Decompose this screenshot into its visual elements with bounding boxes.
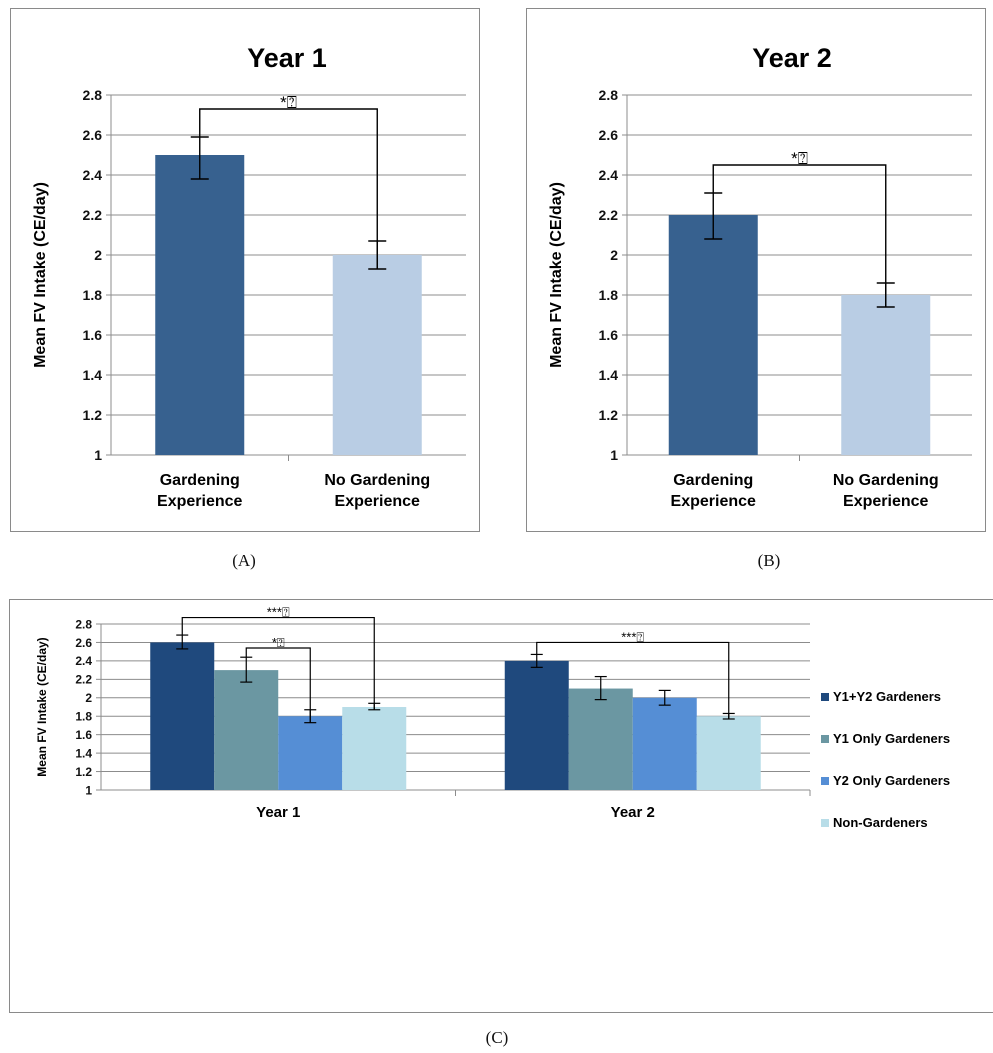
significance-label: *⍰ <box>272 635 285 650</box>
x-category-label: Gardening <box>673 472 753 489</box>
y-tick-label: 1.4 <box>83 367 103 383</box>
significance-label: *⍰ <box>791 149 808 168</box>
y-tick-label: 2.6 <box>75 636 92 650</box>
legend-label: Y2 Only Gardeners <box>833 773 950 788</box>
y-tick-label: 2.2 <box>75 673 92 687</box>
significance-label: ***⍰ <box>267 605 290 620</box>
y-tick-label: 1.8 <box>83 287 103 303</box>
y-tick-label: 2.4 <box>83 167 103 183</box>
legend-label: Y1+Y2 Gardeners <box>833 689 941 704</box>
chart-c-svg: 1 1.2 1.4 1.6 1.8 2 2.2 2.4 2.6 2.8 Mean FV Intake… <box>35 605 950 830</box>
x-category-label: Experience <box>157 493 242 510</box>
chart-title: Year 2 <box>752 43 832 73</box>
y-tick-label: 1.4 <box>75 746 92 760</box>
legend-swatch <box>821 777 829 785</box>
y-tick-label: 2 <box>610 247 618 263</box>
chart-panel-b: 1 1.2 1.4 1.6 1.8 2 2.2 2.4 2.6 2.8 Year 2 Mean FV … <box>526 8 986 532</box>
y-tick-label: 2.6 <box>599 127 619 143</box>
x-category-label: Experience <box>671 493 756 510</box>
caption-c: (C) <box>485 1028 509 1047</box>
y-tick-label: 1 <box>85 783 92 797</box>
y-tick-label: 1.6 <box>83 327 103 343</box>
x-category-label: No Gardening <box>833 472 939 489</box>
caption-b: (B) <box>757 551 781 570</box>
bar <box>632 697 697 790</box>
y-tick-label: 1 <box>610 447 618 463</box>
significance-bracket <box>712 164 887 307</box>
y-tick-label: 1.6 <box>599 327 619 343</box>
y-tick-label: 2.2 <box>599 207 619 223</box>
y-tick-label: 2.2 <box>83 207 103 223</box>
bar <box>332 255 422 455</box>
significance-label: ***⍰ <box>621 629 644 644</box>
legend-label: Non-Gardeners <box>833 815 928 830</box>
x-category-label: Experience <box>843 493 928 510</box>
y-tick-label: 2.4 <box>599 167 619 183</box>
y-tick-label: 1 <box>94 447 102 463</box>
bar <box>278 716 343 790</box>
caption-a: (A) <box>232 551 256 570</box>
significance-bracket <box>181 616 375 710</box>
bar <box>696 716 761 790</box>
chart-b-svg: 1 1.2 1.4 1.6 1.8 2 2.2 2.4 2.6 2.8 Year 2 Mean FV … <box>548 43 972 510</box>
x-category-label: Gardening <box>160 472 240 489</box>
bar <box>568 688 633 790</box>
legend-swatch <box>821 693 829 701</box>
significance-bracket <box>199 108 378 269</box>
significance-label: *⍰ <box>280 93 297 112</box>
y-tick-label: 2.8 <box>83 87 103 103</box>
bar <box>150 642 215 790</box>
y-tick-label: 1.8 <box>599 287 619 303</box>
y-tick-label: 2.6 <box>83 127 103 143</box>
y-tick-label: 2.8 <box>599 87 619 103</box>
bar <box>155 155 245 455</box>
y-tick-label: 2 <box>85 691 92 705</box>
y-tick-label: 1.8 <box>75 710 92 724</box>
y-tick-label: 1.2 <box>83 407 103 423</box>
y-tick-label: 1.6 <box>75 728 92 742</box>
legend-swatch <box>821 735 829 743</box>
bar <box>668 215 758 455</box>
chart-panel-c: 1 1.2 1.4 1.6 1.8 2 2.2 2.4 2.6 2.8 Mean FV Intake… <box>9 599 993 1013</box>
chart-title: Year 1 <box>247 43 327 73</box>
y-tick-label: 1.2 <box>599 407 619 423</box>
y-tick-label: 2.4 <box>75 654 92 668</box>
bar <box>504 660 569 790</box>
legend-label: Y1 Only Gardeners <box>833 731 950 746</box>
chart-a-svg: 1 1.2 1.4 1.6 1.8 2 2.2 2.4 2.6 2.8 Year 1 Mean FV … <box>32 43 466 510</box>
legend-swatch <box>821 819 829 827</box>
x-category-label: Experience <box>335 493 420 510</box>
y-tick-label: 2 <box>94 247 102 263</box>
bar <box>342 707 407 790</box>
y-axis-label: Mean FV Intake (CE/day) <box>32 182 49 368</box>
x-category-label: Year 1 <box>256 804 300 821</box>
x-category-label: No Gardening <box>324 472 430 489</box>
y-tick-label: 1.4 <box>599 367 619 383</box>
y-axis-label: Mean FV Intake (CE/day) <box>35 637 49 776</box>
significance-bracket <box>245 647 311 723</box>
x-category-label: Year 2 <box>611 804 655 821</box>
y-tick-label: 1.2 <box>75 765 92 779</box>
chart-panel-a: 1 1.2 1.4 1.6 1.8 2 2.2 2.4 2.6 2.8 Year 1 Mean FV … <box>10 8 480 532</box>
significance-bracket <box>536 641 730 719</box>
bar <box>214 670 279 790</box>
y-tick-label: 2.8 <box>75 617 92 631</box>
y-axis-label: Mean FV Intake (CE/day) <box>548 182 565 368</box>
bar <box>841 295 931 455</box>
